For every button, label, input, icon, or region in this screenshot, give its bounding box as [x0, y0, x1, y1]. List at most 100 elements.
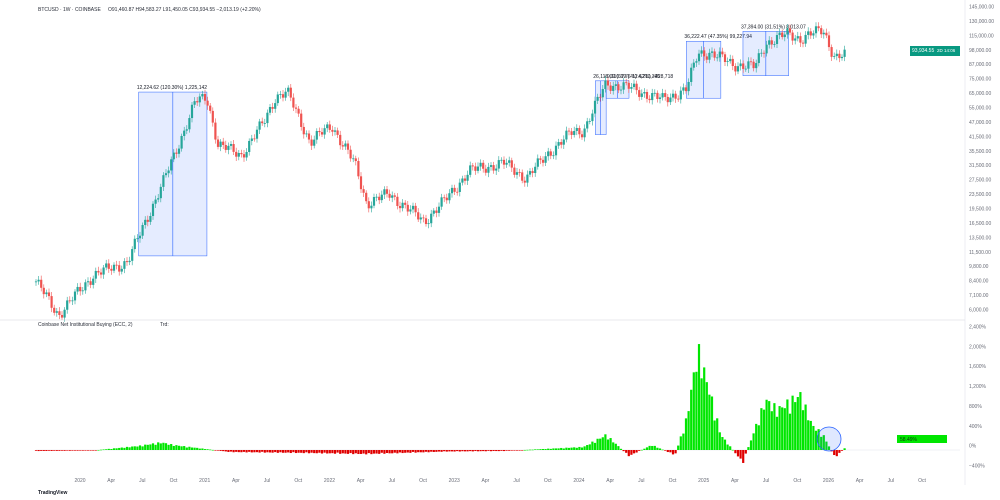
histogram-bar	[695, 371, 698, 450]
histogram-bar	[357, 450, 360, 455]
histogram-bar	[578, 446, 581, 450]
histogram-bar	[34, 450, 38, 451]
candle-body	[476, 166, 480, 171]
candle-body	[326, 124, 329, 129]
histogram-bar	[229, 450, 233, 452]
symbol-title[interactable]: BTCUSD · 1W · COINBASE	[38, 7, 101, 13]
candle-body	[653, 92, 656, 94]
histogram-bar	[640, 449, 643, 451]
histogram-bar	[461, 450, 464, 452]
candle-body	[840, 56, 844, 59]
time-tick-label: 2023	[449, 478, 460, 484]
histogram-bar	[456, 450, 459, 452]
candle-body	[313, 139, 316, 146]
histogram-bar	[281, 450, 285, 453]
histogram-bar	[599, 438, 602, 450]
candle-body	[297, 108, 300, 114]
histogram-bar	[253, 450, 256, 453]
price-tick-label: 23,500.00	[969, 192, 991, 198]
candle-body	[565, 130, 568, 140]
price-tick-label: 6,000.00	[969, 308, 989, 314]
candle-body	[804, 34, 807, 44]
histogram-bar	[159, 443, 162, 450]
candle-body	[40, 279, 43, 288]
candle-body	[809, 31, 812, 36]
candle-body	[583, 128, 586, 138]
histogram-bar	[539, 449, 542, 450]
histogram-bar	[414, 450, 417, 453]
time-tick-label: Jul	[513, 478, 519, 484]
candle-body	[817, 26, 820, 29]
indicator-title[interactable]: Coinbase Net Institutional Buying (ECC, …	[38, 322, 133, 328]
histogram-bar	[430, 450, 433, 452]
candle-body	[729, 58, 732, 62]
histogram-bar	[664, 450, 667, 451]
histogram-bar	[489, 450, 493, 452]
time-tick-label: Jul	[264, 478, 270, 484]
candle-body	[505, 162, 508, 165]
candle-body	[690, 67, 693, 82]
histogram-bar	[622, 450, 625, 452]
histogram-bar	[432, 450, 435, 452]
histogram-bar	[562, 448, 565, 450]
candle-body	[349, 149, 352, 159]
candle-body	[196, 101, 199, 103]
histogram-bar	[700, 378, 703, 450]
tradingview-logo[interactable]: TradingView	[38, 490, 67, 496]
candle-body	[84, 282, 87, 291]
candle-body	[575, 127, 578, 131]
candle-body	[458, 182, 461, 192]
histogram-bar	[71, 450, 74, 451]
histogram-bar	[476, 450, 480, 452]
candle-body	[209, 105, 212, 111]
histogram-bar	[762, 409, 766, 450]
histogram-bar	[687, 411, 690, 450]
histogram-bar	[573, 447, 576, 450]
candle-body	[534, 166, 537, 174]
histogram-bar	[391, 450, 394, 454]
histogram-bar	[458, 450, 461, 452]
candle-body	[612, 85, 615, 91]
candle-body	[822, 32, 825, 35]
candle-body	[461, 178, 464, 183]
measure-label: 12,224.62 (120.30%) 1,225,142	[137, 85, 208, 91]
indicator-badge: 58.49%	[897, 435, 947, 443]
candle-body	[440, 197, 443, 207]
histogram-bar	[341, 450, 344, 454]
candle-body	[640, 93, 643, 97]
histogram-bar	[81, 450, 84, 451]
histogram-bar	[669, 450, 672, 453]
candle-body	[375, 196, 378, 198]
indicator-axis[interactable]: 2,400% 2,000% 1,600% 1,200% 800% 400% 0% −400%	[969, 325, 987, 470]
histogram-bar	[586, 445, 589, 450]
histogram-bar	[367, 450, 370, 454]
candle-body	[162, 175, 165, 187]
candle-body	[136, 238, 139, 240]
candle-body	[469, 165, 472, 175]
histogram-bar	[658, 448, 662, 450]
histogram-bar	[796, 397, 799, 450]
histogram-bar	[479, 450, 482, 452]
price-axis[interactable]: 145,000.00 130,000.00 115,000.00 98,000.00 8…	[969, 5, 994, 314]
histogram-bar	[583, 446, 586, 450]
histogram-bar	[328, 450, 331, 454]
candle-body	[736, 66, 740, 72]
price-tick-label: 115,000.00	[969, 33, 994, 39]
candle-body	[133, 238, 136, 250]
histogram-bar	[375, 450, 378, 454]
time-tick-label: Jul	[638, 478, 644, 484]
candle-body	[281, 94, 285, 98]
candle-body	[284, 91, 287, 98]
histogram-bar	[45, 450, 48, 451]
time-axis[interactable]: 2020 Apr Jul Oct 2021 Apr Jul Oct 2022 Apr Jul Oct 2…	[74, 478, 926, 484]
time-tick-label: Oct	[170, 478, 178, 484]
histogram-bar	[781, 407, 784, 450]
histogram-bar	[86, 450, 90, 451]
ohlc-readout: O91,460.87 H94,583.27 L91,450.05 C93,934…	[108, 7, 261, 13]
histogram-bar	[820, 436, 823, 450]
candle-body	[55, 311, 58, 313]
candle-body	[383, 189, 386, 195]
candle-body	[773, 44, 776, 45]
candle-body	[248, 140, 251, 152]
